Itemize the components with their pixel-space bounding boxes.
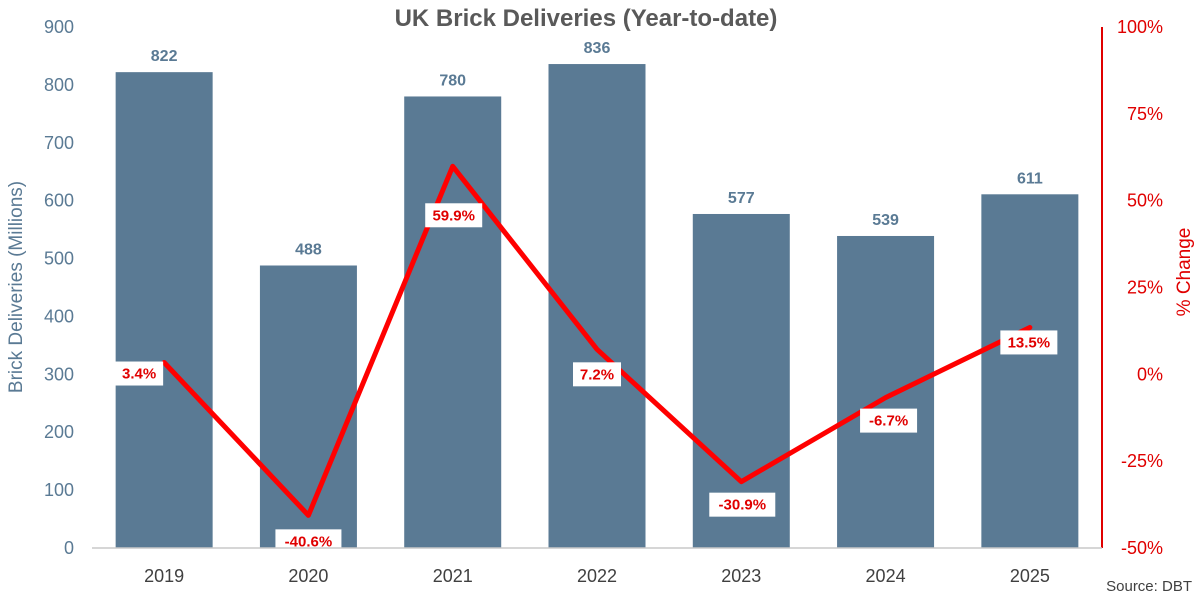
x-axis: 2019 2020 2021 2022 2023 2024 2025 (92, 547, 1102, 586)
pct-change-line (161, 163, 1033, 518)
y-axis-left-label: Brick Deliveries (Millions) (6, 181, 27, 393)
y-tick-label: 0 (64, 538, 74, 558)
chart-title: UK Brick Deliveries (Year-to-date) (395, 5, 778, 32)
x-tick-label: 2019 (144, 566, 184, 586)
y-tick-label: 900 (44, 17, 74, 37)
pct-change-label: 13.5% (1008, 334, 1051, 351)
y-axis-right-label: % Change (1174, 228, 1195, 317)
x-tick-label: 2021 (433, 566, 473, 586)
bar (259, 265, 357, 548)
bar (837, 235, 935, 548)
x-tick-label: 2022 (577, 566, 617, 586)
bar (981, 194, 1079, 548)
pct-label-bg (573, 362, 621, 387)
y2-tick-label: 0% (1137, 364, 1163, 384)
bar-series: 822 488 780 836 577 539 611 (115, 40, 1079, 549)
y-axis-left: 0 100 200 300 400 500 600 700 800 900 (44, 17, 74, 558)
y-axis-right: -50% -25% 0% 25% 50% 75% 100% (1101, 17, 1163, 558)
pct-label-bg (275, 529, 342, 554)
bar-value-label: 488 (295, 242, 322, 259)
pct-change-label: -6.7% (869, 413, 908, 430)
bar-value-label: 780 (439, 72, 466, 89)
line-series: 3.4% -40.6% 59.9% 7.2% -30.9% -6.7% 13.5% (115, 163, 1058, 554)
y-tick-label: 800 (44, 75, 74, 95)
y-tick-label: 700 (44, 133, 74, 153)
pct-change-label: 7.2% (580, 366, 614, 383)
y-tick-label: 300 (44, 364, 74, 384)
x-tick-label: 2024 (866, 566, 906, 586)
pct-change-label: -30.9% (719, 497, 767, 514)
y2-tick-label: 100% (1117, 17, 1163, 37)
y-tick-label: 200 (44, 422, 74, 442)
pct-label-bg (1000, 330, 1058, 355)
pct-label-bg (709, 492, 776, 517)
bar-value-label: 611 (1017, 170, 1043, 187)
bar (115, 72, 213, 549)
y2-tick-label: -25% (1121, 451, 1163, 471)
y2-tick-label: 25% (1127, 278, 1163, 298)
bar-value-label: 577 (728, 190, 755, 207)
y2-tick-label: -50% (1121, 538, 1163, 558)
y-tick-label: 400 (44, 306, 74, 326)
bar-value-label: 539 (872, 212, 899, 229)
source-note: Source: DBT (1106, 578, 1192, 595)
y2-tick-label: 50% (1127, 191, 1163, 211)
y-tick-label: 100 (44, 480, 74, 500)
bar-value-label: 836 (584, 40, 611, 57)
x-tick-label: 2020 (288, 566, 328, 586)
x-tick-label: 2025 (1010, 566, 1050, 586)
pct-change-label: 3.4% (122, 366, 156, 383)
y-tick-label: 500 (44, 249, 74, 269)
pct-label-bg (115, 361, 164, 386)
pct-change-label: 59.9% (432, 207, 475, 224)
y2-tick-label: 75% (1127, 104, 1163, 124)
pct-change-label: -40.6% (285, 533, 333, 550)
x-tick-label: 2023 (721, 566, 761, 586)
pct-label-bg (425, 203, 483, 228)
bar-value-label: 822 (151, 48, 178, 65)
pct-label-bg (860, 408, 918, 433)
bar (692, 213, 790, 548)
y-tick-label: 600 (44, 191, 74, 211)
